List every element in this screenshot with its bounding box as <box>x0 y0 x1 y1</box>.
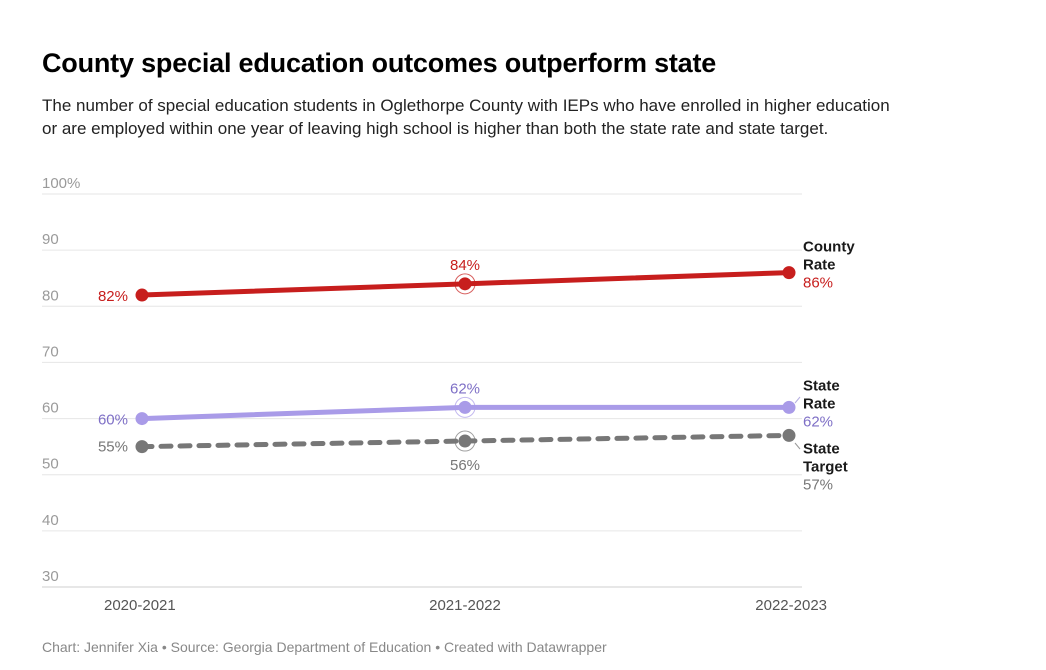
data-label: 84% <box>450 257 480 274</box>
data-point <box>458 434 472 448</box>
data-label: 82% <box>98 288 128 305</box>
data-point <box>458 400 472 414</box>
series-name-label: State <box>803 440 840 457</box>
x-tick-label: 2022-2023 <box>755 597 827 614</box>
data-label: 55% <box>98 439 128 456</box>
data-label: 57% <box>803 476 833 493</box>
y-tick-label: 50 <box>42 456 59 473</box>
leader-line <box>794 396 801 404</box>
chart-footer: Chart: Jennifer Xia • Source: Georgia De… <box>42 639 607 655</box>
leader-line <box>794 442 801 450</box>
y-tick-label: 80 <box>42 287 59 304</box>
x-tick-label: 2020-2021 <box>104 597 176 614</box>
data-label: 86% <box>803 275 833 292</box>
chart-subtitle: The number of special education students… <box>42 96 890 138</box>
data-label: 60% <box>98 412 128 429</box>
series-name-label: Rate <box>803 395 836 412</box>
series-lines <box>135 266 796 454</box>
series-name-label: State <box>803 377 840 394</box>
highlight-ring <box>454 430 476 452</box>
y-tick-label: 90 <box>42 231 59 248</box>
data-point <box>782 400 796 414</box>
line-chart: 100% 90 80 70 60 50 40 30 2020-2021 2021-2022 2022… <box>42 175 855 614</box>
data-point <box>135 288 149 302</box>
x-tick-label: 2021-2022 <box>429 597 501 614</box>
data-label: 62% <box>450 380 480 397</box>
chart-title: County special education outcomes outper… <box>42 48 717 78</box>
highlight-ring <box>454 273 476 295</box>
highlight-ring <box>454 396 476 418</box>
series-name-label: Target <box>803 458 848 475</box>
series-name-label: County <box>803 239 855 256</box>
data-point <box>135 412 149 426</box>
data-label: 56% <box>450 457 480 474</box>
y-tick-label: 40 <box>42 512 59 529</box>
data-point <box>458 277 472 291</box>
y-tick-label: 60 <box>42 400 59 417</box>
data-label: 62% <box>803 413 833 430</box>
y-tick-label: 100% <box>42 175 80 192</box>
data-point <box>135 440 149 454</box>
y-tick-label: 70 <box>42 343 59 360</box>
data-point <box>782 266 796 280</box>
gridlines: 100% 90 80 70 60 50 40 30 2020-2021 2021-2022 2022… <box>42 175 827 614</box>
y-tick-label: 30 <box>42 568 59 585</box>
series-name-label: Rate <box>803 257 836 274</box>
data-point <box>782 428 796 442</box>
